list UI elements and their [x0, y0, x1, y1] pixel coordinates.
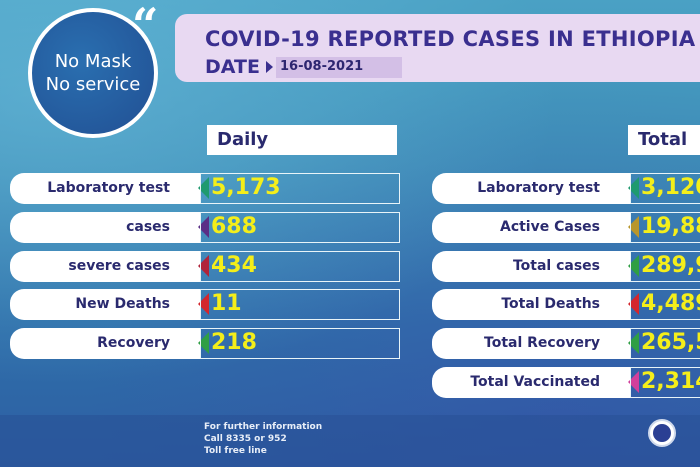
daily-heading: Daily [207, 125, 397, 155]
row-accent-icon [628, 255, 639, 277]
daily-row-label: severe cases [10, 251, 200, 282]
total-row-value: 265,5 [630, 328, 700, 359]
footer-band [0, 415, 700, 467]
total-row-label: Total Deaths [432, 289, 630, 320]
total-row-value: 4,489 [630, 289, 700, 320]
total-row-value: 289,9 [630, 251, 700, 282]
row-accent-icon [628, 177, 639, 199]
daily-row-value: 218 [200, 328, 400, 359]
daily-row-label: Laboratory test [10, 173, 200, 204]
daily-row-label: cases [10, 212, 200, 243]
total-row-label: Active Cases [432, 212, 630, 243]
badge-line-1: No Mask [54, 51, 132, 72]
total-row-label: Total Recovery [432, 328, 630, 359]
row-accent-icon [628, 371, 639, 393]
row-accent-icon [198, 216, 209, 238]
daily-row-label: Recovery [10, 328, 200, 359]
daily-row-value: 11 [200, 289, 400, 320]
row-accent-icon [198, 177, 209, 199]
no-mask-badge: No Mask No service [28, 8, 158, 138]
total-row-label: Laboratory test [432, 173, 630, 204]
row-accent-icon [198, 332, 209, 354]
row-accent-icon [628, 332, 639, 354]
footer-line-2: Call 8335 or 952 [204, 434, 287, 444]
row-accent-icon [198, 293, 209, 315]
total-row-value: 2,314 [630, 367, 700, 398]
total-row-value: 19,88 [630, 212, 700, 243]
footer-line-3: Toll free line [204, 446, 267, 456]
header-band [175, 14, 700, 82]
total-row-label: Total Vaccinated [432, 367, 630, 398]
footer-line-1: For further information [204, 422, 323, 432]
footer-contact: For further information Call 8335 or 952… [204, 421, 322, 457]
daily-row-value: 688 [200, 212, 400, 243]
row-accent-icon [198, 255, 209, 277]
ministry-logo-icon [648, 419, 676, 447]
daily-row-value: 5,173 [200, 173, 400, 204]
date-value: 16-08-2021 [276, 57, 402, 78]
total-row-value: 3,120 [630, 173, 700, 204]
total-heading: Total [628, 125, 700, 155]
row-accent-icon [628, 293, 639, 315]
daily-row-value: 434 [200, 251, 400, 282]
daily-row-label: New Deaths [10, 289, 200, 320]
date-label: DATE [205, 56, 260, 78]
total-row-label: Total cases [432, 251, 630, 282]
badge-line-2: No service [45, 74, 141, 95]
row-accent-icon [628, 216, 639, 238]
page-title: COVID-19 REPORTED CASES IN ETHIOPIA [205, 27, 696, 51]
date-arrow-icon [266, 61, 273, 73]
